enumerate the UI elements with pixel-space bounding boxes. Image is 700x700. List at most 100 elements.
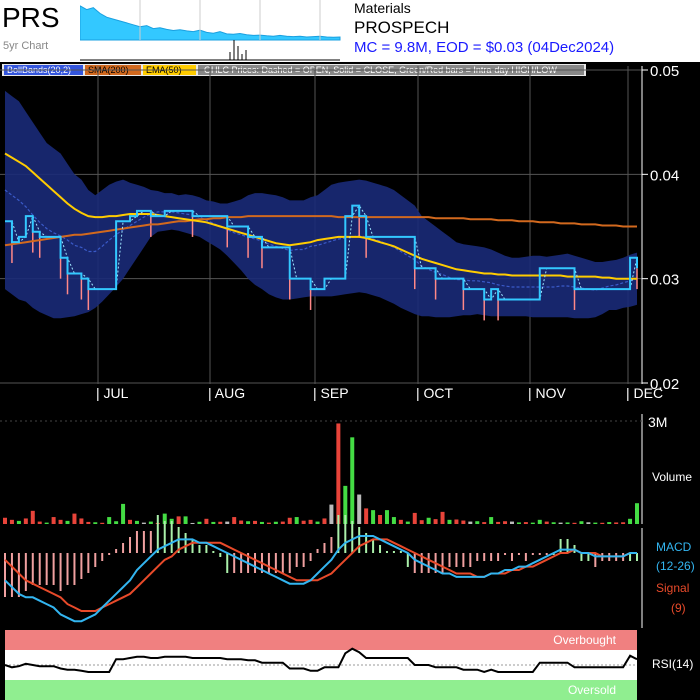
market-cap-line: MC = 9.8M, EOD = $0.03 (04Dec2024) [354, 39, 615, 56]
macd-histogram-bar [129, 537, 132, 553]
macd-histogram-bar [455, 553, 458, 567]
overbought-zone [5, 630, 637, 650]
volume-bar [454, 519, 459, 524]
bollinger-fill [5, 90, 637, 319]
macd-histogram-bar [149, 531, 152, 553]
macd-histogram-bar [351, 521, 354, 553]
oversold-label: Oversold [568, 683, 616, 697]
volume-bar [134, 520, 139, 524]
macd-histogram-bar [462, 553, 465, 567]
macd-histogram-bar [274, 553, 277, 573]
volume-bar [635, 503, 639, 524]
volume-bar [9, 519, 14, 524]
volume-bar [16, 520, 21, 524]
volume-bar [246, 521, 251, 524]
volume-bar [440, 511, 445, 524]
volume-bar [398, 519, 403, 524]
volume-bar [384, 510, 389, 524]
macd-histogram-bar [441, 553, 444, 573]
volume-bar [322, 518, 327, 524]
macd-histogram-bar [59, 553, 62, 591]
macd-histogram-bar [226, 553, 229, 573]
volume-bars [0, 414, 643, 524]
macd-histogram-bar [4, 553, 6, 597]
volume-bar [211, 521, 216, 524]
macd-histogram-bar [212, 551, 215, 553]
macd-histogram-bar [309, 553, 312, 561]
macd-histogram-bar [184, 533, 187, 553]
volume-bar [287, 517, 292, 524]
volume-bar [572, 522, 577, 524]
signal-label: Signal [656, 581, 689, 595]
volume-bar [496, 521, 501, 524]
volume-bar [364, 508, 369, 524]
macd-histogram-bar [24, 553, 27, 591]
volume-bar [475, 521, 480, 524]
macd-histogram-bar [483, 553, 486, 561]
macd-histogram-bar [302, 553, 305, 567]
volume-bar [190, 522, 195, 524]
month-label: | JUL [96, 385, 129, 401]
volume-bar [107, 517, 112, 524]
macd-histogram-bar [295, 553, 298, 567]
macd-histogram-bar [142, 531, 145, 553]
volume-bar [530, 522, 535, 524]
oversold-zone [5, 680, 637, 700]
macd-histogram-bar [233, 553, 236, 573]
volume-bar [44, 522, 49, 524]
macd-histogram-bar [406, 553, 409, 567]
volume-bar [183, 516, 188, 524]
volume-bar [280, 521, 285, 524]
volume-bar [489, 517, 494, 524]
macd-histogram-bar [469, 553, 472, 567]
macd-params: (12-26) [656, 559, 695, 573]
month-label: | NOV [528, 385, 567, 401]
volume-bar [447, 519, 452, 524]
volume-bar [558, 522, 563, 524]
volume-bar [23, 518, 28, 524]
volume-bar [593, 522, 598, 524]
macd-histogram-bar [73, 553, 76, 585]
chart-range-label: 5yr Chart [3, 40, 49, 52]
macd-histogram-bar [108, 553, 111, 555]
volume-bar [426, 517, 431, 524]
macd-histogram-bar [80, 553, 83, 579]
month-label: | DEC [626, 385, 663, 401]
volume-bar [579, 521, 584, 524]
y-tick-label: 0.04 [650, 167, 679, 184]
macd-histogram-bar [52, 553, 55, 585]
macd-histogram-bar [31, 553, 34, 585]
volume-bar [412, 512, 417, 524]
volume-bar [565, 522, 570, 524]
volume-bar [378, 514, 383, 524]
volume-bar [121, 503, 126, 524]
y-tick-label: 0.05 [650, 63, 679, 80]
volume-bar [551, 522, 556, 524]
macd-histogram-bar [267, 553, 270, 573]
bollinger-mid-line [4, 189, 638, 291]
month-label: | SEP [313, 385, 349, 401]
macd-histogram-bar [115, 549, 118, 553]
macd-histogram-bar [517, 553, 520, 555]
macd-histogram-bar [337, 515, 340, 553]
macd-histogram-bar [344, 515, 347, 553]
ticker-symbol: PRS [2, 2, 60, 33]
volume-bar [315, 521, 320, 524]
macd-histogram-bar [413, 553, 416, 573]
price-lines [4, 152, 638, 321]
y-tick-label: 0.02 [650, 376, 679, 393]
rsi-label: RSI(14) [652, 657, 693, 671]
volume-bar [628, 518, 633, 524]
month-label: | OCT [416, 385, 454, 401]
volume-bar [266, 522, 271, 524]
macd-panel [4, 515, 643, 628]
volume-bar [65, 520, 70, 524]
month-labels: | JUL | AUG | SEP | OCT | NOV | DEC [96, 385, 663, 401]
macd-histogram-bar [545, 553, 548, 555]
macd-histogram-bar [629, 553, 632, 561]
volume-bar [204, 518, 209, 524]
volume-bar [294, 517, 299, 524]
volume-bar [329, 504, 334, 524]
macd-histogram-bar [281, 553, 284, 573]
